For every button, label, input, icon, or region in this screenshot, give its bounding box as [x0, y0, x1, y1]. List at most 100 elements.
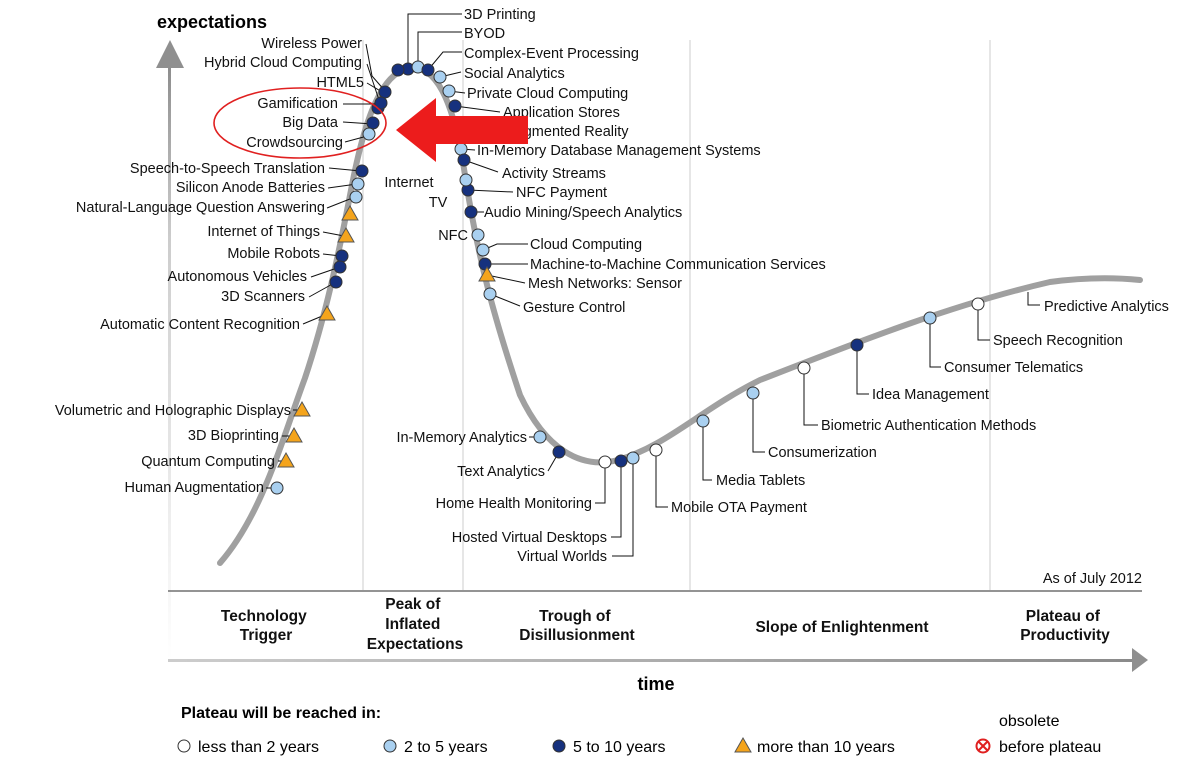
legend: Plateau will be reached in: less than 2 …	[177, 705, 1101, 756]
marker-complex-event-processing	[421, 63, 435, 77]
highlight-arrow-icon	[396, 98, 528, 162]
tech-label: Mobile Robots	[227, 246, 320, 262]
marker-in-memory-analytics	[270, 481, 284, 495]
tech-label: Home Health Monitoring	[436, 496, 592, 512]
marker-wireless-power	[391, 63, 405, 77]
phase-plateau-of-productivity: Plateau of Productivity	[1020, 608, 1110, 644]
tech-label: HTML5	[316, 75, 364, 91]
tech-label: Hosted Virtual Desktops	[452, 530, 607, 546]
y-axis-arrow-icon	[156, 40, 184, 68]
marker-media-tablets	[649, 443, 663, 457]
tech-label: Consumerization	[768, 445, 877, 461]
marker-gamification	[374, 96, 388, 110]
tech-label: Consumer Telematics	[944, 360, 1083, 376]
y-axis-label: expectations	[157, 12, 267, 32]
tech-label: Private Cloud Computing	[467, 86, 628, 102]
tech-label: Big Data	[282, 115, 339, 131]
marker-mobile-robots	[337, 226, 355, 243]
tech-label: Mobile OTA Payment	[671, 500, 807, 516]
tech-label: Speech-to-Speech Translation	[130, 161, 325, 177]
tech-label: Social Analytics	[464, 66, 565, 82]
marker-human-augmentation	[277, 451, 295, 468]
tech-label: 3D Bioprinting	[188, 428, 279, 444]
marker-predictive-analytics	[971, 297, 985, 311]
legend-obsolete-top: obsolete	[999, 713, 1060, 730]
tech-label: Idea Management	[872, 387, 989, 403]
tech-label: Automatic Content Recognition	[100, 317, 300, 333]
obsolete-icon	[975, 738, 991, 754]
marker-speech-recognition	[923, 311, 937, 325]
tech-label: Audio Mining/Speech Analytics	[484, 205, 682, 221]
marker-hosted-virtual-desktops	[598, 455, 612, 469]
marker-3d-bioprinting	[293, 400, 311, 417]
legend-swatch-gt10	[734, 736, 752, 753]
tech-label: Machine-to-Machine Communication Service…	[530, 257, 826, 273]
tech-label: Complex-Event Processing	[464, 46, 639, 62]
legend-obsolete-bottom: before plateau	[999, 739, 1101, 756]
marker-volumetric-and-holographic-displays	[318, 304, 336, 321]
tech-label: Volumetric and Holographic Displays	[55, 403, 291, 419]
marker-activity-streams	[457, 153, 471, 167]
technology-labels: 3D Printing BYOD Complex-Event Processin…	[55, 7, 1169, 565]
highlight-ellipse	[213, 87, 387, 159]
tech-label: In-Memory Database Management Systems	[477, 143, 761, 159]
marker-automatic-content-recognition	[329, 275, 343, 289]
marker-application-stores	[448, 99, 462, 113]
tech-label: Crowdsourcing	[246, 135, 343, 151]
legend-title: Plateau will be reached in:	[181, 705, 381, 722]
tech-label: Wireless Power	[261, 36, 362, 52]
tech-label: Predictive Analytics	[1044, 299, 1169, 315]
marker-nfc	[471, 228, 485, 242]
technology-markers	[270, 60, 985, 495]
tech-label: Speech Recognition	[993, 333, 1123, 349]
tech-label: Silicon Anode Batteries	[176, 180, 325, 196]
phase-peak-of-inflated-expectations: Peak of Inflated Expectations	[367, 596, 463, 653]
legend-swatch-5to10	[552, 739, 566, 753]
tech-label: BYOD	[464, 26, 505, 42]
marker-consumer-telematics	[850, 338, 864, 352]
marker-html5	[378, 85, 392, 99]
tech-label: Text Analytics	[457, 464, 545, 480]
marker-crowdsourcing	[362, 127, 376, 141]
tech-label: Quantum Computing	[141, 454, 275, 470]
tech-label: Activity Streams	[502, 166, 606, 182]
legend-label-2to5: 2 to 5 years	[404, 739, 488, 756]
marker-cloud-computing	[476, 243, 490, 257]
tech-label: 3D Printing	[464, 7, 536, 23]
marker-internet-tv	[459, 173, 473, 187]
marker-internet-of-things	[341, 204, 359, 221]
marker-social-analytics	[433, 70, 447, 84]
marker-virtual-worlds	[614, 454, 628, 468]
marker-idea-management	[797, 361, 811, 375]
marker-text-analytics	[533, 430, 547, 444]
tech-label: Augmented Reality	[506, 124, 629, 140]
tech-label: Gamification	[257, 96, 338, 112]
tech-label: Cloud Computing	[530, 237, 642, 253]
marker-audio-mining-speech-analytics	[464, 205, 478, 219]
marker-mesh-networks-sensor	[478, 265, 496, 282]
marker-mobile-ota-payment	[626, 451, 640, 465]
legend-swatch-2to5	[383, 739, 397, 753]
tech-label: Internet TV	[384, 175, 447, 211]
phase-slope-of-enlightenment: Slope of Enlightenment	[755, 619, 928, 636]
highlight-annotation	[213, 87, 528, 162]
marker-silicon-anode-batteries	[351, 177, 365, 191]
tech-label: 3D Scanners	[221, 289, 305, 305]
tech-label: Biometric Authentication Methods	[821, 418, 1036, 434]
tech-label: In-Memory Analytics	[396, 430, 527, 446]
tech-label: Internet of Things	[207, 224, 320, 240]
marker-in-memory-database-management-systems	[454, 142, 468, 156]
tech-label: Hybrid Cloud Computing	[204, 55, 362, 71]
phase-trough-of-disillusionment: Trough of Disillusionment	[519, 608, 634, 644]
tech-label: Autonomous Vehicles	[168, 269, 307, 285]
y-axis	[156, 40, 184, 660]
tech-label: Human Augmentation	[125, 480, 264, 496]
tech-label: Application Stores	[503, 105, 620, 121]
tech-label: Media Tablets	[716, 473, 805, 489]
legend-label-gt10: more than 10 years	[757, 739, 895, 756]
marker-machine-to-machine-communication-services	[478, 257, 492, 271]
marker-home-health-monitoring	[552, 445, 566, 459]
legend-label-lt2: less than 2 years	[198, 739, 319, 756]
marker-private-cloud-computing	[442, 84, 456, 98]
